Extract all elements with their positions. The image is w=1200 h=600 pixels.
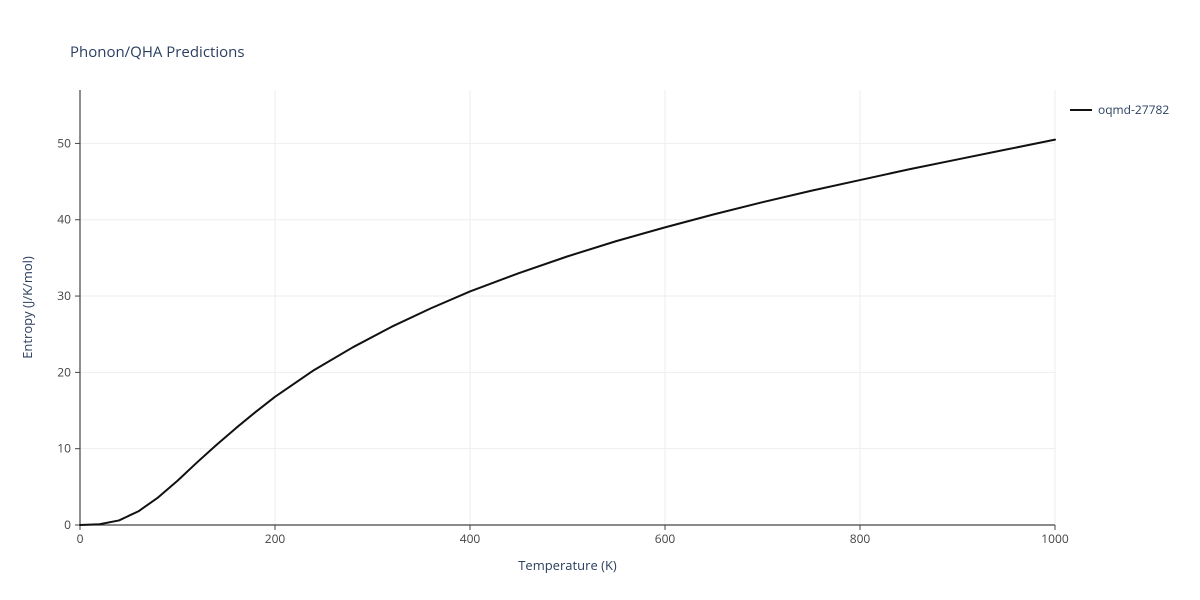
x-tick-label: 200 bbox=[265, 530, 286, 547]
y-tick-label: 50 bbox=[57, 134, 71, 151]
x-tick-label: 1000 bbox=[1041, 530, 1069, 547]
x-tick-label: 0 bbox=[77, 530, 84, 547]
x-tick-label: 600 bbox=[655, 530, 676, 547]
x-axis-title: Temperature (K) bbox=[518, 556, 617, 574]
entropy-chart: 0 200 400 600 800 1000 0 10 20 30 40 50 Temperature … bbox=[0, 0, 1200, 600]
y-tick-label: 10 bbox=[57, 440, 71, 457]
x-tick-label: 400 bbox=[460, 530, 481, 547]
y-tick-label: 40 bbox=[57, 211, 71, 228]
y-tick-label: 30 bbox=[57, 287, 71, 304]
series-line[interactable] bbox=[80, 140, 1055, 525]
x-tick-label: 800 bbox=[850, 530, 871, 547]
legend-label[interactable]: oqmd-27782 bbox=[1098, 101, 1169, 118]
y-axis-title: Entropy (J/K/mol) bbox=[18, 256, 36, 359]
y-tick-label: 20 bbox=[57, 363, 71, 380]
y-tick-label: 0 bbox=[64, 516, 71, 533]
